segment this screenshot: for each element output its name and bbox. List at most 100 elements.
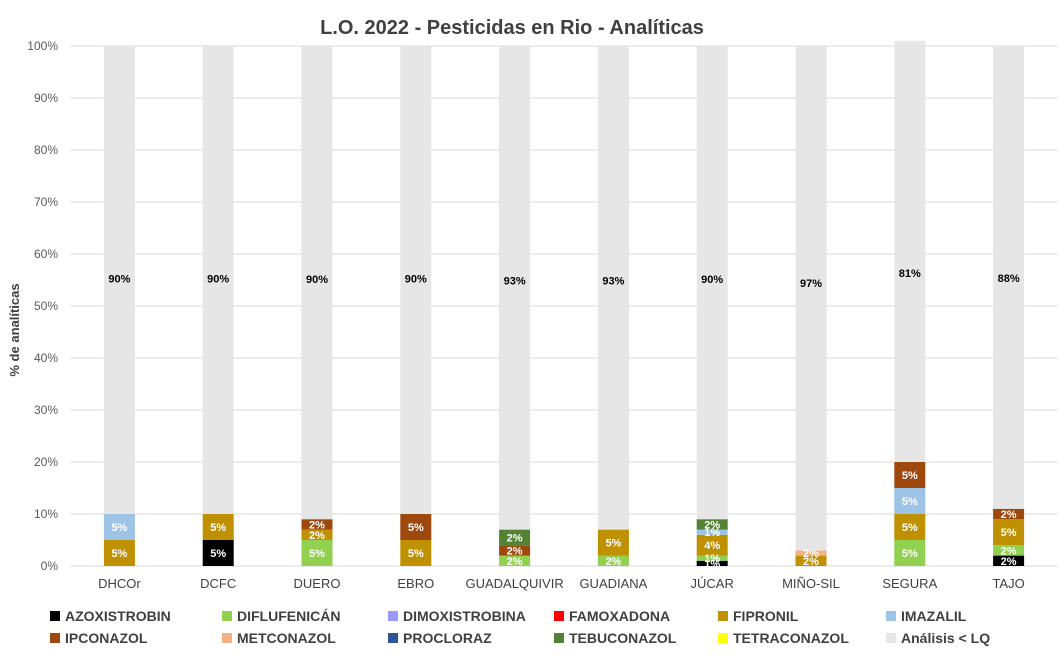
bar-azoxistrobin [993,555,1025,566]
bar-metconazol [795,550,827,556]
bar-ipconazol [894,462,926,488]
legend-label-metconazol: METCONAZOL [237,630,336,646]
bar-fipronil [597,529,629,556]
data-label: 90% [207,274,229,286]
bar-tebuconazol [696,519,728,530]
y-tick-label: 30% [34,403,58,417]
legend-swatch-fipronil [718,611,728,621]
data-label: 2% [803,548,819,560]
bar-analisis-lq [597,46,629,530]
x-tick-label: TAJO [992,576,1024,591]
legend-swatch-diflufenican [222,611,232,621]
bar-analisis-lq [993,46,1025,509]
legend-label-tebuconazol: TEBUCONAZOL [569,630,677,646]
y-tick-label: 100% [27,39,58,53]
x-tick-label: DUERO [294,576,341,591]
x-tick-label: GUADIANA [579,576,647,591]
data-label: 5% [111,522,127,534]
chart-title: L.O. 2022 - Pesticidas en Rio - Analític… [320,17,704,39]
legend-swatch-azoxistrobin [50,611,60,621]
bar-fipronil [103,540,135,566]
x-tick-label: DCFC [200,576,236,591]
data-label: 5% [210,522,226,534]
data-label: 1% [704,527,720,539]
legend-label-dimoxistrobina: DIMOXISTROBINA [403,608,526,624]
bar-analisis-lq [795,46,827,551]
legend-label-fipronil: FIPRONIL [733,608,799,624]
y-axis-title: % de analíticas [7,283,22,376]
bar-fipronil [301,529,333,540]
y-tick-label: 0% [41,559,59,573]
bar-imazalil [103,514,135,540]
x-axis-ticks: DHCOr DCFC DUERO EBRO GUADALQUIVIR GUADIANA JÚ… [98,576,1025,591]
legend-swatch-metconazol [222,633,232,643]
y-tick-label: 20% [34,455,58,469]
data-label: 2% [704,519,720,531]
bar-tebuconazol [499,529,531,546]
bar-diflufenican [894,540,926,566]
data-label: 5% [111,548,127,560]
data-label: 2% [507,545,523,557]
data-label: 2% [605,556,621,568]
data-label: 93% [602,275,624,287]
data-labels: 5%5%90%5%5%90%5%2%2%90%5%5%90%2%2%2%93%2… [108,268,1019,570]
legend-swatch-famoxadona [554,611,564,621]
bar-analisis-lq [499,46,531,530]
bar-analisis-lq [400,46,432,514]
x-tick-label: EBRO [397,576,434,591]
x-tick-label: SEGURA [882,576,937,591]
legend-label-ipconazol: IPCONAZOL [65,630,148,646]
y-axis-ticks: 0% 10% 20% 30% 40% 50% 60% 70% 80% 90% 100% [27,39,58,573]
bar-fipronil [696,534,728,556]
data-label: 2% [309,519,325,531]
data-label: 90% [306,274,328,286]
bar-analisis-lq [103,46,135,514]
legend-label-procloraz: PROCLORAZ [403,630,492,646]
bar-ipconazol [499,545,531,556]
legend-swatch-imazalil [886,611,896,621]
data-label: 97% [800,278,822,290]
data-label: 93% [504,275,526,287]
bar-diflufenican [597,555,629,566]
data-label: 1% [704,558,720,570]
bar-fipronil [400,540,432,566]
data-label: 4% [704,540,720,552]
legend-label-diflufenican: DIFLUFENICÁN [237,608,340,624]
data-label: 5% [902,496,918,508]
y-tick-label: 90% [34,91,58,105]
legend: AZOXISTROBIN DIFLUFENICÁN DIMOXISTROBINA FA… [50,608,990,646]
data-label: 5% [408,522,424,534]
legend-label-imazalil: IMAZALIL [901,608,967,624]
data-label: 2% [1001,509,1017,521]
data-label: 90% [701,274,723,286]
y-tick-label: 60% [34,247,58,261]
data-label: 5% [309,548,325,560]
y-tick-label: 50% [34,299,58,313]
bar-fipronil [993,519,1025,546]
bar-analisis-lq [202,46,234,514]
bar-analisis-lq [696,46,728,520]
data-label: 5% [902,522,918,534]
y-tick-label: 10% [34,507,58,521]
data-label: 90% [108,274,130,286]
bar-imazalil [696,529,728,535]
y-tick-label: 80% [34,143,58,157]
bar-ipconazol [993,508,1025,520]
legend-label-tetraconazol: TETRACONAZOL [733,630,849,646]
x-tick-label: JÚCAR [691,576,734,591]
legend-swatch-tebuconazol [554,633,564,643]
legend-swatch-tetraconazol [718,633,728,643]
data-label: 5% [1001,527,1017,539]
bar-analisis-lq [301,46,333,520]
x-tick-label: GUADALQUIVIR [465,576,563,591]
data-label: 2% [1001,556,1017,568]
data-label: 2% [507,532,523,544]
data-label: 5% [902,470,918,482]
data-label: 81% [899,268,921,280]
data-label: 2% [803,556,819,568]
y-tick-label: 40% [34,351,58,365]
bar-fipronil [795,555,827,566]
x-tick-label: DHCOr [98,576,141,591]
